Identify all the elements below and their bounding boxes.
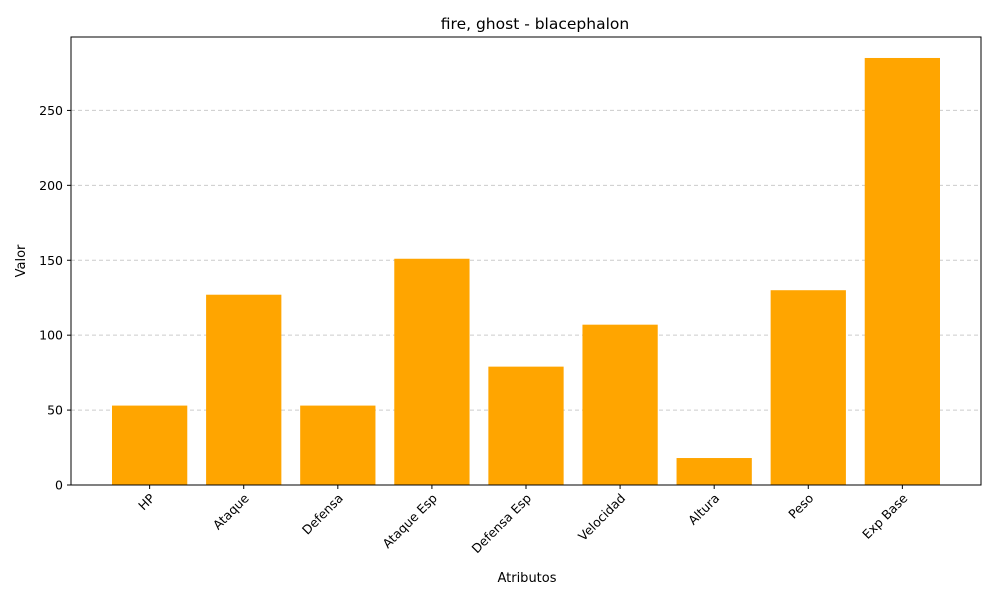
bar-peso (770, 290, 846, 485)
y-tick-label: 100 (39, 328, 63, 343)
chart-title: fire, ghost - blacephalon (441, 15, 629, 33)
x-tick-label: Altura (685, 491, 722, 528)
y-tick-label: 250 (39, 103, 63, 118)
bar-defensa (300, 405, 376, 485)
x-tick-label: Velocidad (575, 491, 628, 544)
y-axis-ticks: 0 50 100 150 200 250 (39, 103, 71, 493)
bars (112, 57, 940, 485)
bar-altura (676, 458, 752, 485)
y-tick-label: 0 (55, 478, 63, 493)
y-tick-label: 150 (39, 253, 63, 268)
x-tick-label: Ataque Esp (379, 490, 440, 551)
x-tick-label: Defensa Esp (468, 490, 534, 556)
y-axis-label: Valor (14, 244, 29, 277)
bar-ataque (206, 294, 282, 485)
x-axis-label: Atributos (497, 571, 556, 586)
x-tick-label: HP (135, 490, 158, 513)
bar-defensa-esp (488, 366, 564, 485)
x-tick-label: Ataque (210, 490, 252, 532)
y-tick-label: 200 (39, 178, 63, 193)
bar-exp-base (864, 57, 940, 485)
bar-velocidad (582, 324, 658, 485)
x-axis-ticks: HP Ataque Defensa Ataque Esp Defensa Esp Velo… (135, 485, 911, 556)
bar-hp (112, 405, 188, 485)
y-tick-label: 50 (47, 403, 63, 418)
bar-ataque-esp (394, 258, 470, 485)
x-tick-label: Defensa (299, 491, 346, 538)
x-tick-label: Peso (785, 491, 816, 522)
x-tick-label: Exp Base (859, 490, 911, 542)
